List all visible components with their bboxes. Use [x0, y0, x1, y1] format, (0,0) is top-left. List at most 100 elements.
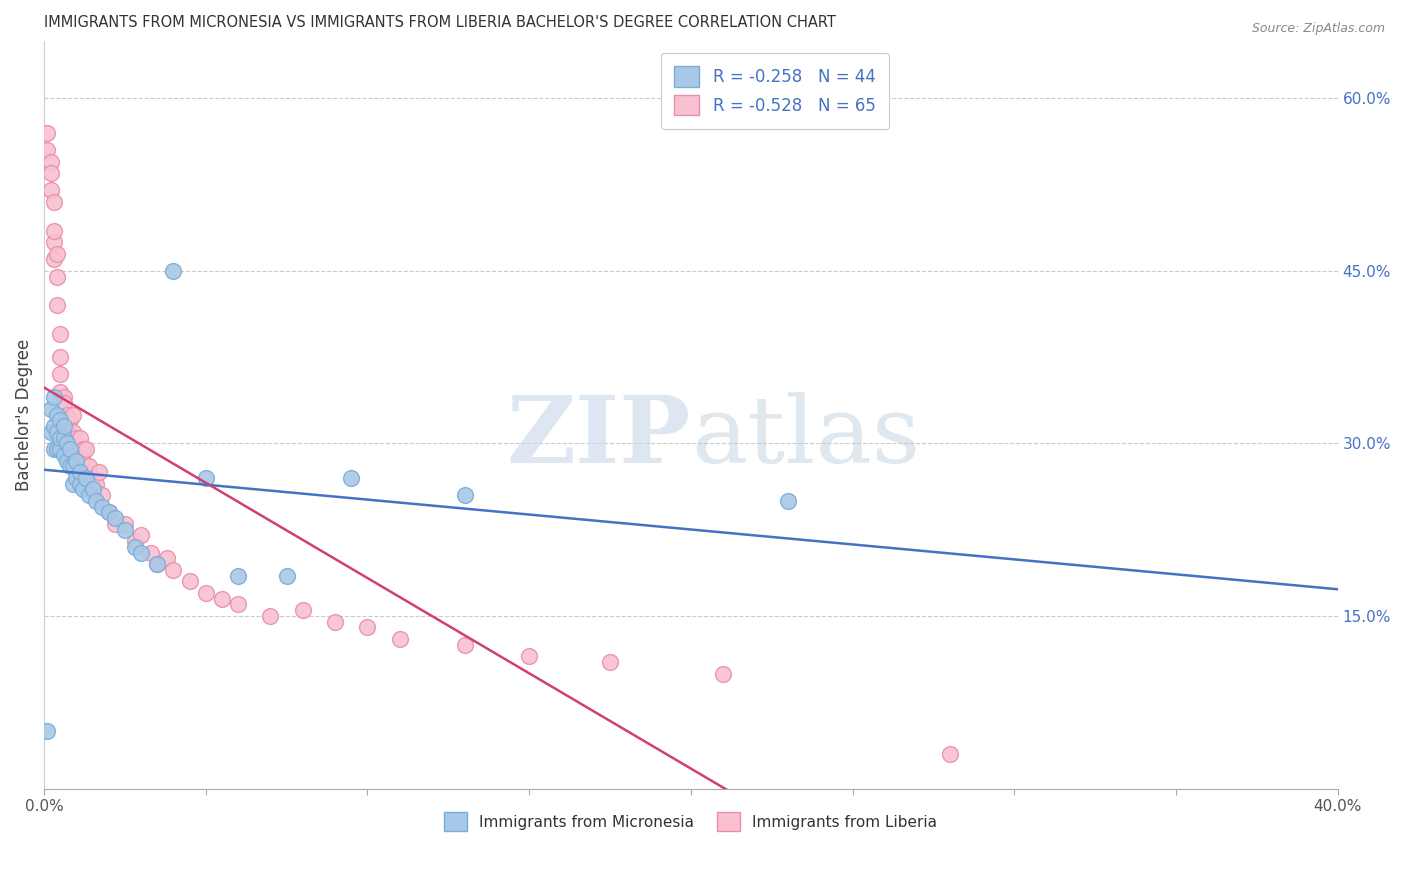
Point [453, 638, 475, 652]
Point [55, 408, 77, 422]
Point [59, 459, 82, 474]
Point [42, 252, 65, 267]
Point [194, 586, 217, 600]
Point [55, 431, 77, 445]
Point [42, 194, 65, 209]
Point [104, 511, 127, 525]
Point [69, 453, 91, 467]
Point [97, 506, 120, 520]
Point [323, 615, 346, 629]
Point [82, 471, 104, 485]
Point [938, 747, 960, 761]
Point [91, 500, 114, 514]
Point [46, 298, 69, 312]
Point [52, 431, 75, 445]
Point [179, 574, 201, 589]
Point [65, 471, 87, 485]
Point [226, 598, 249, 612]
Point [65, 453, 87, 467]
Point [146, 558, 169, 572]
Point [162, 264, 184, 278]
Point [91, 488, 114, 502]
Point [162, 563, 184, 577]
Point [87, 465, 110, 479]
Point [340, 471, 363, 485]
Point [226, 568, 249, 582]
Point [46, 269, 69, 284]
Point [37, 126, 59, 140]
Point [62, 459, 84, 474]
Point [59, 442, 82, 457]
Point [39, 425, 62, 439]
Point [75, 471, 97, 485]
Point [388, 632, 411, 646]
Point [37, 143, 59, 157]
Point [62, 425, 84, 439]
Point [49, 327, 72, 342]
Point [52, 396, 75, 410]
Point [49, 368, 72, 382]
Point [79, 459, 101, 474]
Legend: Immigrants from Micronesia, Immigrants from Liberia: Immigrants from Micronesia, Immigrants f… [439, 806, 943, 837]
Point [55, 425, 77, 439]
Point [49, 442, 72, 457]
Point [46, 442, 69, 457]
Point [49, 413, 72, 427]
Point [124, 534, 146, 549]
Point [55, 448, 77, 462]
Point [39, 401, 62, 416]
Point [69, 465, 91, 479]
Point [259, 609, 281, 624]
Point [104, 516, 127, 531]
Point [599, 655, 621, 669]
Point [49, 384, 72, 399]
Point [39, 166, 62, 180]
Point [42, 224, 65, 238]
Point [453, 488, 475, 502]
Point [129, 528, 152, 542]
Point [55, 436, 77, 450]
Point [62, 476, 84, 491]
Point [65, 448, 87, 462]
Point [156, 551, 179, 566]
Point [42, 419, 65, 434]
Point [72, 483, 94, 497]
Point [52, 419, 75, 434]
Point [52, 391, 75, 405]
Point [62, 442, 84, 457]
Point [37, 724, 59, 739]
Point [139, 546, 162, 560]
Point [69, 476, 91, 491]
Point [146, 558, 169, 572]
Point [84, 476, 107, 491]
Point [46, 408, 69, 422]
Point [39, 183, 62, 197]
Point [42, 442, 65, 457]
Point [42, 235, 65, 249]
Point [65, 431, 87, 445]
Point [97, 506, 120, 520]
Point [69, 431, 91, 445]
Point [39, 154, 62, 169]
Point [194, 471, 217, 485]
Point [55, 453, 77, 467]
Point [52, 413, 75, 427]
Point [72, 453, 94, 467]
Y-axis label: Bachelor's Degree: Bachelor's Degree [15, 339, 32, 491]
Point [711, 666, 734, 681]
Point [72, 442, 94, 457]
Point [211, 591, 233, 606]
Point [114, 516, 136, 531]
Point [52, 448, 75, 462]
Point [124, 540, 146, 554]
Point [276, 568, 298, 582]
Point [59, 413, 82, 427]
Point [62, 408, 84, 422]
Point [82, 483, 104, 497]
Point [129, 546, 152, 560]
Point [517, 649, 540, 664]
Point [75, 465, 97, 479]
Point [59, 436, 82, 450]
Point [356, 620, 378, 634]
Point [42, 391, 65, 405]
